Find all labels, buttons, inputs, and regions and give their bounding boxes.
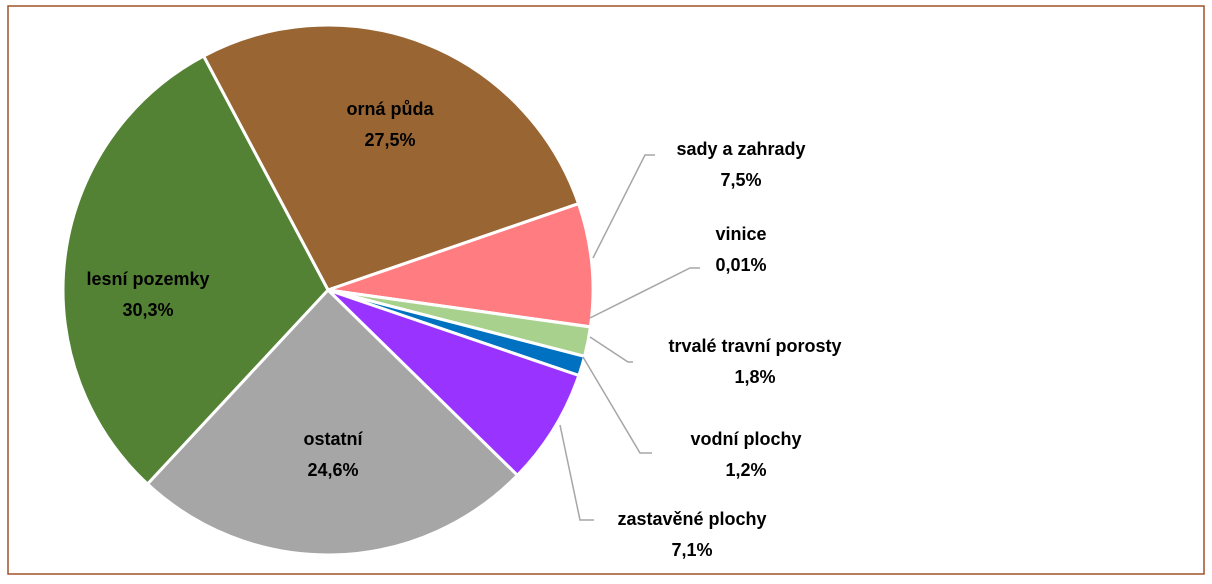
leader-line [582,356,652,454]
slice-value: 30,3% [122,300,173,320]
leader-line [589,267,700,319]
pie-slice [145,287,520,557]
slice-label: zastavěné plochy [617,509,766,529]
slice-value: 0,01% [715,255,766,275]
slice-label: vinice [715,224,766,244]
slice-value: 27,5% [364,130,415,150]
slice-value: 1,2% [725,460,766,480]
slice-label: trvalé travní porosty [668,336,841,356]
slice-label: vodní plochy [690,429,801,449]
slice-value: 1,8% [734,367,775,387]
pie-slice [61,53,330,487]
leader-line [589,336,633,363]
slice-label: ostatní [303,429,363,449]
slice-value: 7,1% [671,540,712,560]
slice-label: orná půda [346,99,434,119]
slice-value: 24,6% [307,460,358,480]
pie-slice [327,201,595,329]
leader-line [592,154,655,259]
pie-slice [201,23,581,292]
slice-label: lesní pozemky [86,269,209,289]
slice-value: 7,5% [720,170,761,190]
pie-slice [326,288,581,478]
leader-line [559,424,594,521]
slice-label: sady a zahrady [676,139,805,159]
